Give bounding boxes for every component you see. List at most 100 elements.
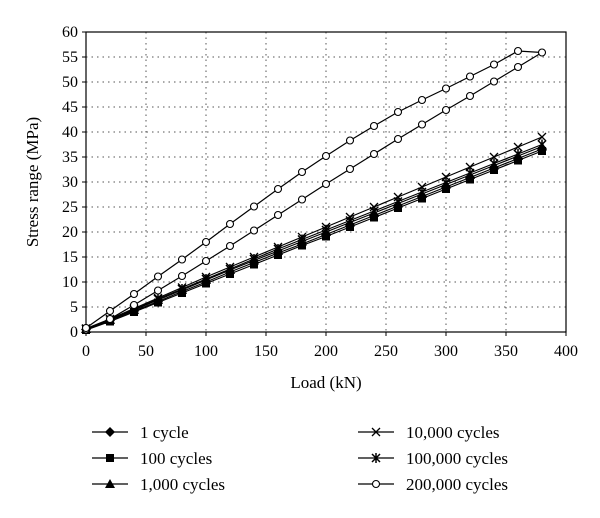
data-point: [201, 256, 211, 266]
data-point: [514, 156, 522, 165]
data-point: [225, 219, 235, 229]
data-point: [273, 244, 283, 254]
data-point: [538, 147, 546, 155]
data-point: [273, 210, 283, 220]
data-point: [345, 215, 355, 226]
data-point: [442, 185, 450, 193]
data-point: [441, 105, 451, 115]
x-tick-label: 150: [254, 343, 278, 360]
legend-item: 1 cycle: [92, 423, 189, 442]
legend-label: 1 cycle: [140, 423, 189, 442]
data-point: [441, 84, 451, 93]
legend-item: 1,000 cycles: [92, 475, 225, 494]
legend-label: 10,000 cycles: [406, 423, 499, 442]
data-point: [489, 77, 499, 86]
data-point: [321, 179, 331, 189]
legend-marker: [105, 427, 115, 437]
y-tick-label: 0: [70, 324, 78, 341]
data-point: [297, 234, 307, 245]
legend-item: 200,000 cycles: [358, 475, 508, 494]
data-point: [321, 225, 331, 235]
data-point: [537, 48, 547, 57]
data-point: [129, 289, 139, 299]
data-point: [417, 95, 427, 105]
y-tick-label: 55: [62, 49, 78, 66]
data-point: [465, 91, 475, 101]
data-point: [393, 107, 403, 117]
y-tick-label: 5: [70, 299, 78, 316]
data-point: [153, 272, 163, 281]
data-point: [417, 187, 427, 197]
legend-marker: [105, 479, 115, 488]
legend-marker: [371, 479, 381, 489]
data-point: [489, 60, 499, 69]
x-axis-title: Load (kN): [290, 373, 361, 392]
legend-label: 100 cycles: [140, 449, 212, 468]
y-axis-ticks: 0 5 10 15 20 25 30 35 40 45 50 55 60: [62, 24, 86, 341]
legend-marker: [106, 454, 114, 462]
legend-item: 100,000 cycles: [358, 449, 508, 468]
legend-item: 10,000 cycles: [358, 423, 499, 442]
data-point: [322, 232, 330, 241]
data-point: [393, 196, 403, 207]
x-tick-label: 100: [194, 343, 218, 360]
y-tick-label: 25: [62, 199, 78, 216]
data-point: [513, 142, 523, 152]
x-tick-label: 400: [554, 343, 578, 360]
data-point: [369, 121, 379, 131]
data-point: [201, 237, 211, 247]
y-tick-label: 20: [62, 224, 78, 241]
data-point: [490, 166, 498, 174]
data-point: [465, 72, 475, 81]
data-point: [177, 284, 187, 294]
data-point: [345, 136, 355, 145]
legend-label: 100,000 cycles: [406, 449, 508, 468]
legend-item: 100 cycles: [92, 449, 212, 468]
data-point: [489, 152, 499, 162]
y-tick-label: 50: [62, 74, 78, 91]
data-point: [345, 164, 355, 174]
data-point: [466, 175, 474, 184]
data-point: [177, 271, 187, 281]
y-tick-label: 45: [62, 99, 78, 116]
data-point: [297, 195, 307, 204]
data-point: [249, 226, 259, 235]
data-point: [346, 223, 354, 231]
y-tick-label: 10: [62, 274, 78, 291]
y-axis-title: Stress range (MPa): [23, 117, 42, 247]
data-point: [273, 184, 283, 194]
legend-label: 200,000 cycles: [406, 475, 508, 494]
data-point: [513, 46, 523, 56]
x-tick-label: 0: [82, 343, 90, 360]
series-6: [81, 46, 547, 334]
series-layer: [81, 46, 547, 335]
data-point: [153, 286, 163, 295]
data-point: [129, 300, 139, 310]
data-point: [370, 213, 378, 222]
data-point: [225, 264, 235, 274]
y-tick-label: 60: [62, 24, 78, 41]
data-point: [393, 134, 403, 144]
data-point: [153, 294, 163, 304]
data-point: [201, 274, 211, 284]
y-tick-label: 30: [62, 174, 78, 191]
x-axis-ticks: 0 50 100 150 200 250 300 350 400: [82, 332, 578, 360]
y-tick-label: 35: [62, 149, 78, 166]
data-point: [394, 204, 402, 212]
data-point: [249, 202, 259, 211]
data-point: [369, 149, 379, 159]
data-point: [297, 167, 307, 177]
x-tick-label: 200: [314, 343, 338, 360]
data-point: [418, 194, 426, 203]
x-tick-label: 250: [374, 343, 398, 360]
data-point: [537, 132, 547, 142]
data-point: [177, 255, 187, 264]
data-point: [321, 151, 331, 161]
y-tick-label: 40: [62, 124, 78, 141]
x-tick-label: 50: [138, 343, 154, 360]
legend: 1 cycle 100 cycles 1,000 cycles 10,000 cycl…: [92, 423, 508, 494]
series-line: [85, 136, 543, 330]
data-point: [417, 120, 427, 129]
data-point: [105, 306, 115, 316]
